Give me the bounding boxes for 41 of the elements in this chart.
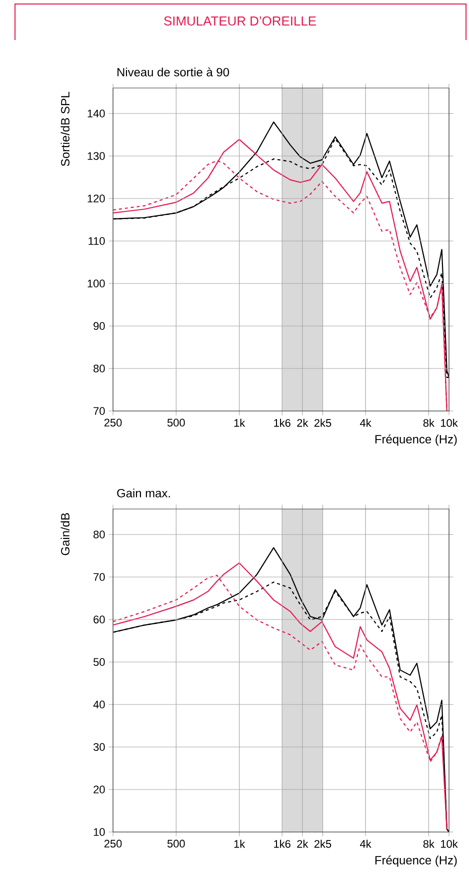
y-tick-label: 20 bbox=[94, 786, 105, 794]
y-tick-label: 40 bbox=[93, 700, 105, 708]
y-tick-label: 140 bbox=[88, 110, 105, 118]
x-tick-label: 2k5 bbox=[314, 840, 332, 848]
x-tick-label: 500 bbox=[167, 418, 185, 427]
x-tick-label: 8k bbox=[423, 418, 434, 427]
x-tick-label: 10k bbox=[441, 418, 458, 427]
x-tick-label: 8k bbox=[423, 840, 434, 848]
x-tick-label: 1k6 bbox=[274, 418, 290, 427]
x-tick-label: 2k bbox=[297, 840, 308, 848]
x-tick-label: 250 bbox=[104, 418, 122, 427]
x-axis-title: Fréquence (Hz) bbox=[375, 856, 457, 867]
x-tick-label: 4k bbox=[360, 418, 372, 427]
chart-title: SIMULATEUR D’OREILLE bbox=[164, 16, 316, 26]
y-axis-title: Sortie/dB SPL bbox=[60, 92, 70, 166]
x-tick-label: 500 bbox=[167, 840, 185, 848]
y-axis-title: Gain/dB bbox=[60, 513, 70, 556]
x-tick-label: 4k bbox=[360, 840, 372, 848]
y-tick-label: 60 bbox=[94, 616, 105, 624]
x-tick-label: 250 bbox=[104, 840, 122, 848]
y-tick-label: 130 bbox=[88, 152, 105, 160]
x-tick-label: 2k5 bbox=[314, 418, 332, 427]
x-tick-label: 1k6 bbox=[274, 840, 290, 848]
x-tick-label: 2k bbox=[297, 418, 308, 427]
y-tick-label: 100 bbox=[88, 280, 105, 288]
y-tick-label: 80 bbox=[94, 364, 105, 372]
x-tick-label: 10k bbox=[441, 840, 458, 848]
x-tick-label: 1k bbox=[234, 840, 246, 848]
y-tick-label: 10 bbox=[94, 828, 105, 836]
x-axis-title: Fréquence (Hz) bbox=[375, 434, 457, 446]
y-tick-label: 110 bbox=[88, 237, 105, 245]
y-tick-label: 30 bbox=[93, 743, 105, 751]
y-tick-label: 70 bbox=[94, 407, 105, 415]
y-tick-label: 70 bbox=[94, 573, 105, 581]
y-tick-label: 120 bbox=[88, 194, 105, 202]
y-tick-label: 50 bbox=[94, 658, 105, 666]
y-tick-label: 90 bbox=[94, 322, 105, 330]
chart-subtitle: Niveau de sortie à 90 bbox=[118, 67, 230, 76]
y-tick-label: 80 bbox=[94, 530, 105, 538]
chart-title: Gain max. bbox=[117, 488, 170, 498]
x-tick-label: 1k bbox=[234, 418, 246, 427]
